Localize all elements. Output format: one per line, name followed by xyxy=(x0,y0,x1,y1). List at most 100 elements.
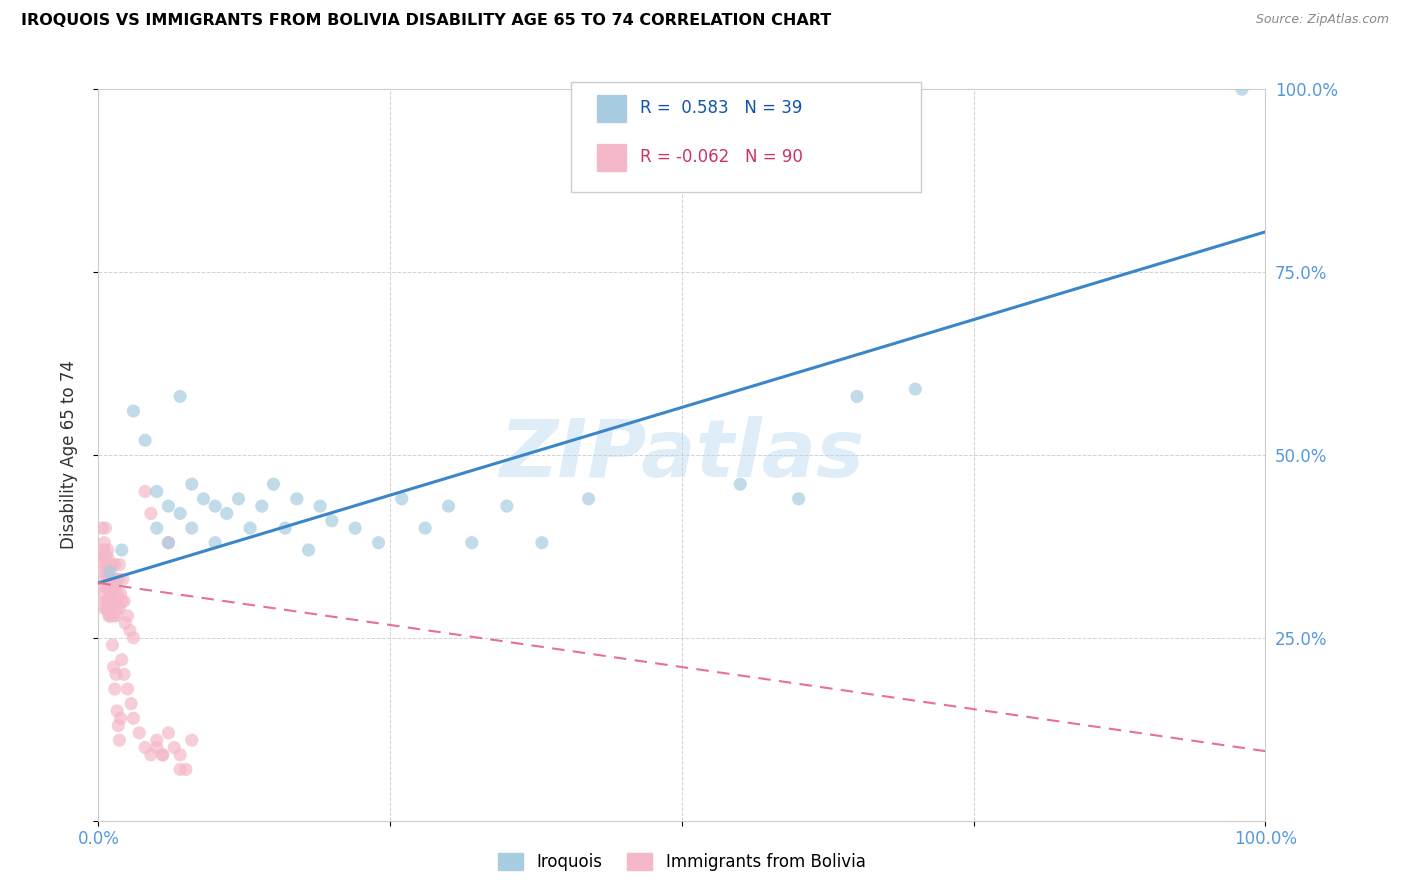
Point xyxy=(100,587,122,601)
Point xyxy=(98,594,121,608)
Point xyxy=(97,608,120,623)
Point xyxy=(204,535,226,549)
Point xyxy=(413,521,436,535)
Point xyxy=(111,594,134,608)
Point xyxy=(97,601,120,615)
Point xyxy=(90,521,112,535)
Point xyxy=(157,726,180,740)
Point xyxy=(120,697,142,711)
Text: ZIPatlas: ZIPatlas xyxy=(499,416,865,494)
FancyBboxPatch shape xyxy=(571,82,921,192)
Point xyxy=(787,491,810,506)
Point xyxy=(108,558,131,572)
Point xyxy=(157,499,180,513)
Point xyxy=(157,535,180,549)
Point xyxy=(104,580,127,594)
Point xyxy=(94,550,117,565)
Point xyxy=(122,404,145,418)
Point xyxy=(105,704,128,718)
Point xyxy=(91,587,114,601)
Point xyxy=(180,477,202,491)
Point xyxy=(163,740,186,755)
Point xyxy=(112,594,135,608)
Point xyxy=(250,499,273,513)
Point xyxy=(146,740,169,755)
Point xyxy=(180,733,202,747)
Bar xyxy=(596,95,626,122)
Point xyxy=(97,565,120,579)
Text: IROQUOIS VS IMMIGRANTS FROM BOLIVIA DISABILITY AGE 65 TO 74 CORRELATION CHART: IROQUOIS VS IMMIGRANTS FROM BOLIVIA DISA… xyxy=(21,13,831,29)
Point xyxy=(103,594,125,608)
Point xyxy=(146,733,169,747)
Point xyxy=(297,543,319,558)
Point xyxy=(93,535,115,549)
Point xyxy=(1230,82,1253,96)
Point xyxy=(114,616,136,631)
Point xyxy=(112,667,135,681)
Point xyxy=(174,763,197,777)
Point xyxy=(495,499,517,513)
Point xyxy=(461,535,484,549)
Point xyxy=(152,747,174,762)
Point xyxy=(108,733,131,747)
Point xyxy=(104,594,127,608)
Point xyxy=(193,491,215,506)
Point xyxy=(157,535,180,549)
Point xyxy=(169,747,191,762)
Point xyxy=(97,550,120,565)
Point xyxy=(97,572,120,586)
Point xyxy=(134,740,156,755)
Point xyxy=(107,718,129,732)
Point xyxy=(97,580,120,594)
Point xyxy=(139,507,162,521)
Legend: Iroquois, Immigrants from Bolivia: Iroquois, Immigrants from Bolivia xyxy=(492,847,872,878)
Point xyxy=(104,667,127,681)
Point xyxy=(110,587,132,601)
Point xyxy=(108,601,131,615)
Point xyxy=(100,587,122,601)
Point xyxy=(98,558,121,572)
Text: Source: ZipAtlas.com: Source: ZipAtlas.com xyxy=(1256,13,1389,27)
Point xyxy=(117,681,139,696)
Point xyxy=(134,484,156,499)
Point xyxy=(262,477,284,491)
Point xyxy=(101,558,124,572)
Point xyxy=(122,631,145,645)
Point xyxy=(98,594,121,608)
Point xyxy=(104,608,127,623)
Point xyxy=(134,434,156,448)
Bar xyxy=(596,144,626,171)
Point xyxy=(96,565,118,579)
Point xyxy=(274,521,297,535)
Point xyxy=(169,507,191,521)
Point xyxy=(98,608,121,623)
Point xyxy=(139,747,162,762)
Point xyxy=(118,624,141,638)
Point xyxy=(228,491,250,506)
Point xyxy=(239,521,262,535)
Point xyxy=(101,638,124,652)
Point xyxy=(111,653,134,667)
Point xyxy=(96,580,118,594)
Point xyxy=(110,711,132,725)
Point xyxy=(111,572,134,586)
Point xyxy=(169,389,191,403)
Point xyxy=(97,543,120,558)
Point xyxy=(93,601,115,615)
Point xyxy=(437,499,460,513)
Point xyxy=(100,572,122,586)
Point xyxy=(105,587,128,601)
Point xyxy=(367,535,389,549)
Point xyxy=(730,477,752,491)
Point xyxy=(180,521,202,535)
Point xyxy=(128,726,150,740)
Point xyxy=(91,565,114,579)
Point xyxy=(321,514,343,528)
Text: R =  0.583   N = 39: R = 0.583 N = 39 xyxy=(640,99,803,118)
Point xyxy=(285,491,308,506)
Text: R = -0.062   N = 90: R = -0.062 N = 90 xyxy=(640,148,803,167)
Point xyxy=(97,558,120,572)
Point xyxy=(104,681,127,696)
Point xyxy=(122,711,145,725)
Point xyxy=(391,491,413,506)
